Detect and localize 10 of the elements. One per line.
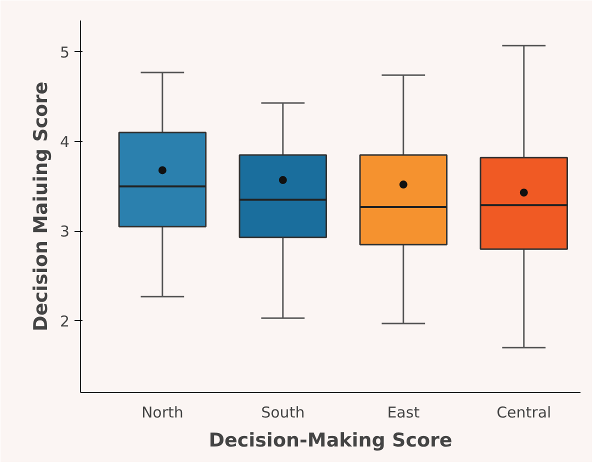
x-tick-label: South xyxy=(261,404,305,422)
x-tick-label: Central xyxy=(496,404,552,422)
y-tick-label: 5 xyxy=(60,43,70,62)
y-axis-title: Decision Maiuing Score xyxy=(30,82,52,332)
x-tick-label: East xyxy=(387,404,420,422)
y-tick-label: 4 xyxy=(60,133,70,152)
y-tick-label: 3 xyxy=(60,222,70,241)
x-axis-title: Decision-Making Score xyxy=(208,430,452,452)
y-tick-label: 2 xyxy=(60,312,70,330)
x-tick-label: North xyxy=(141,404,184,422)
